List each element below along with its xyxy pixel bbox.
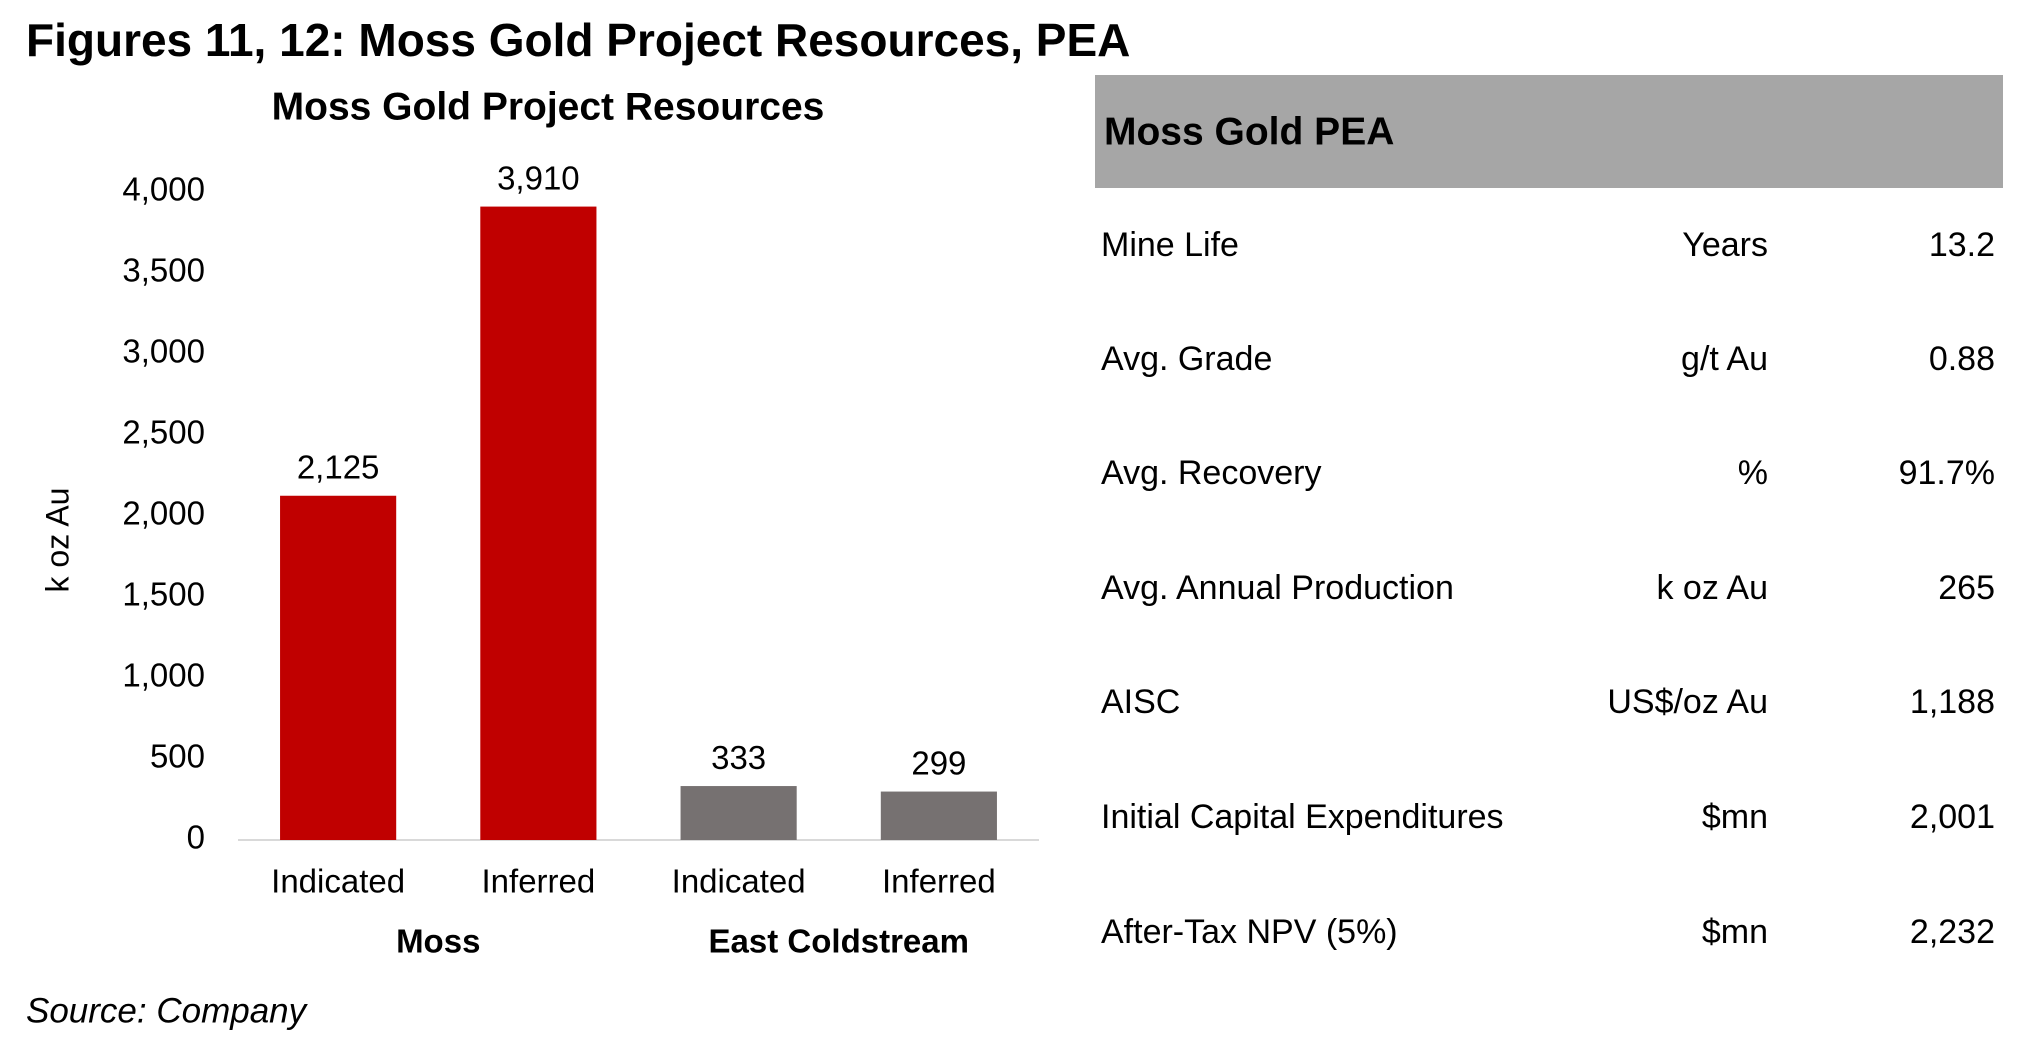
table-cell-value: 2,232 bbox=[1910, 913, 1995, 951]
y-tick-label: 3,500 bbox=[122, 252, 205, 289]
table-cell-label: Mine Life bbox=[1101, 226, 1239, 264]
x-tick-label: Inferred bbox=[482, 863, 596, 900]
table-title: Moss Gold PEA bbox=[1104, 110, 1394, 153]
table-cell-value: 2,001 bbox=[1910, 798, 1995, 836]
table-cell-label: AISC bbox=[1101, 683, 1180, 721]
x-tick-label: Inferred bbox=[882, 863, 996, 900]
table-header-bg bbox=[1095, 75, 2003, 188]
y-tick-label: 0 bbox=[187, 819, 205, 856]
table-cell-value: 1,188 bbox=[1910, 683, 1995, 721]
group-label: Moss bbox=[396, 923, 480, 960]
table-cell-label: Avg. Annual Production bbox=[1101, 569, 1454, 607]
table-cell-value: 265 bbox=[1938, 569, 1995, 607]
y-tick-label: 1,000 bbox=[122, 657, 205, 694]
bar bbox=[880, 791, 997, 840]
table-cell-unit: Years bbox=[1682, 226, 1768, 264]
table-cell-unit: g/t Au bbox=[1681, 340, 1768, 378]
table-cell-label: Initial Capital Expenditures bbox=[1101, 798, 1504, 836]
y-tick-label: 4,000 bbox=[122, 171, 205, 208]
table-cell-label: Avg. Recovery bbox=[1101, 454, 1321, 492]
table-cell-value: 91.7% bbox=[1899, 454, 1995, 492]
y-tick-label: 1,500 bbox=[122, 576, 205, 613]
source: Source: Company bbox=[26, 991, 309, 1030]
table-cell-value: 0.88 bbox=[1929, 340, 1995, 378]
bar bbox=[680, 786, 797, 840]
group-label: East Coldstream bbox=[709, 923, 969, 960]
value-label: 2,125 bbox=[297, 448, 380, 485]
table-cell-value: 13.2 bbox=[1929, 226, 1995, 264]
y-tick-label: 2,000 bbox=[122, 495, 205, 532]
table-cell-unit: $mn bbox=[1702, 913, 1768, 951]
value-label: 299 bbox=[911, 744, 966, 781]
table-cell-unit: % bbox=[1738, 454, 1768, 492]
page-title: Figures 11, 12: Moss Gold Project Resour… bbox=[26, 14, 1130, 66]
y-tick-label: 500 bbox=[150, 738, 205, 775]
table-cell-unit: k oz Au bbox=[1656, 569, 1768, 607]
bar bbox=[280, 495, 397, 840]
table-cell-unit: US$/oz Au bbox=[1607, 683, 1768, 721]
y-tick-label: 3,000 bbox=[122, 333, 205, 370]
value-label: 333 bbox=[711, 739, 766, 776]
x-tick-label: Indicated bbox=[672, 863, 806, 900]
value-label: 3,910 bbox=[497, 159, 580, 196]
table-cell-unit: $mn bbox=[1702, 798, 1768, 836]
bar bbox=[480, 206, 597, 840]
y-axis-label: k oz Au bbox=[39, 488, 75, 593]
table-cell-label: Avg. Grade bbox=[1101, 340, 1272, 378]
chart-title: Moss Gold Project Resources bbox=[272, 85, 825, 128]
x-tick-label: Indicated bbox=[271, 863, 405, 900]
table-cell-label: After-Tax NPV (5%) bbox=[1101, 913, 1398, 951]
y-tick-label: 2,500 bbox=[122, 414, 205, 451]
